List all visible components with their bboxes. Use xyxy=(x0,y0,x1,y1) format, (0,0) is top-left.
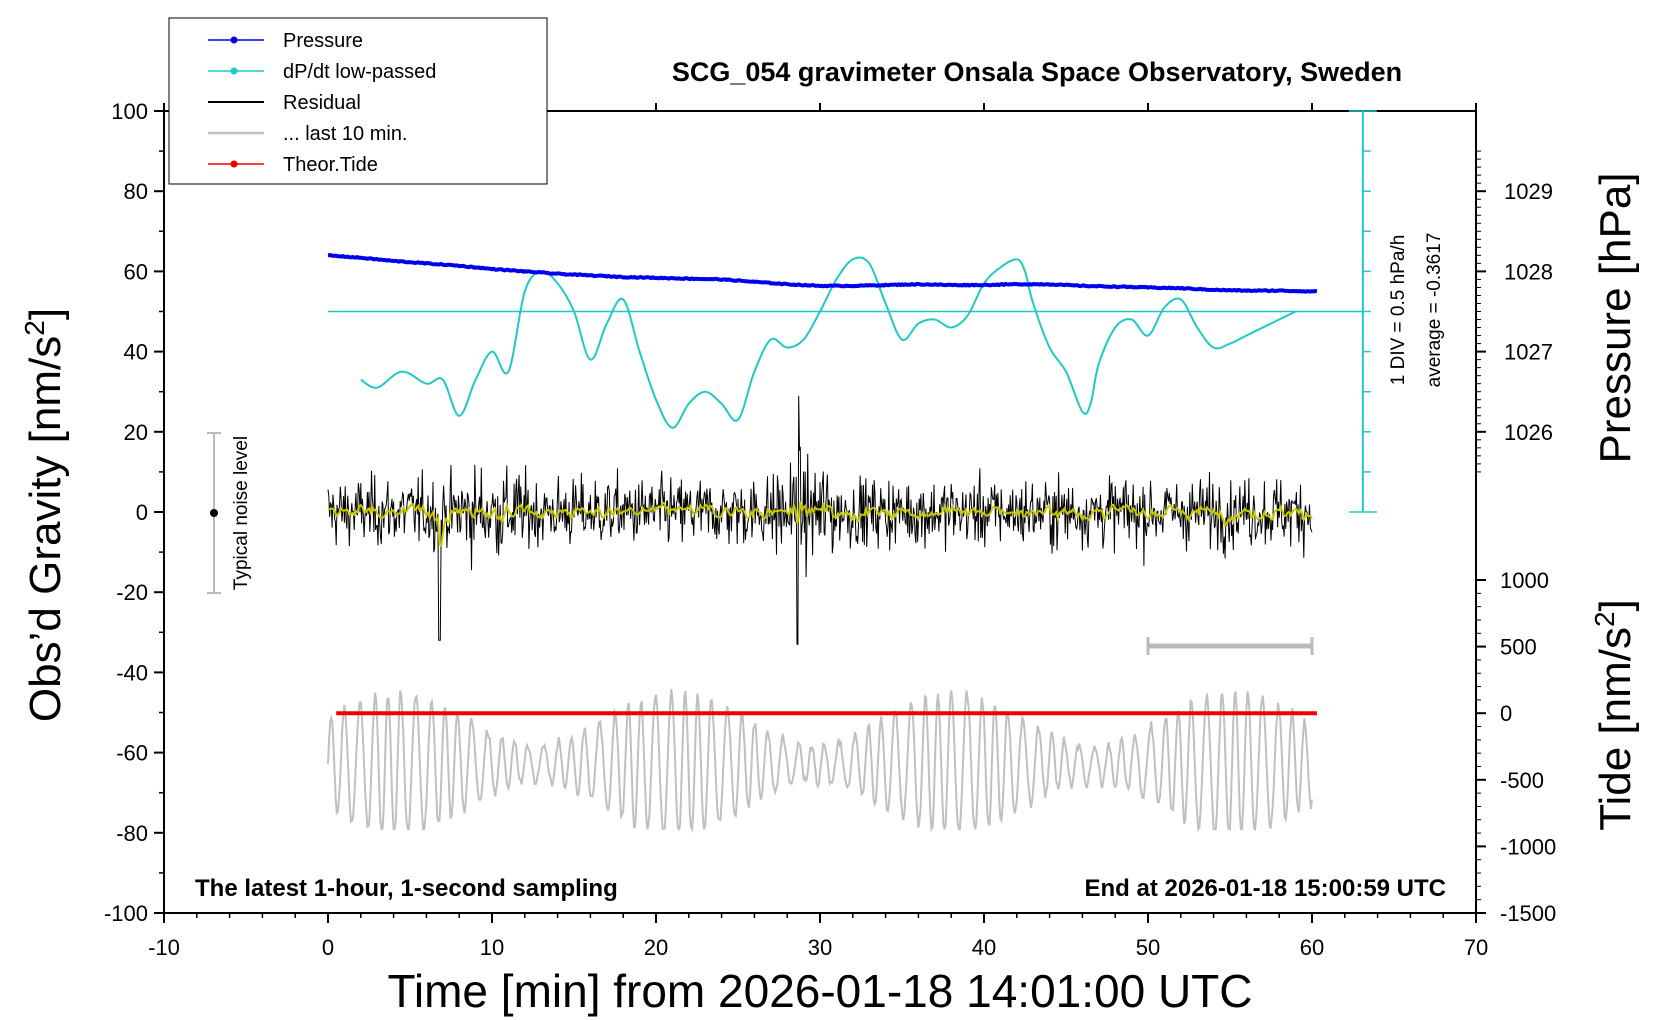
dpdt-scale-label: 1 DIV = 0.5 hPa/h xyxy=(1388,235,1409,386)
tide-tick-label: -500 xyxy=(1500,768,1544,793)
legend-item-last10: ... last 10 min. xyxy=(208,123,408,145)
pressure-line xyxy=(327,253,1318,294)
pressure-tick-label: 1028 xyxy=(1504,259,1553,284)
last-10-min-series xyxy=(327,689,1313,833)
tide-tick-label: 0 xyxy=(1500,701,1512,726)
tide-axis: 1000 500 0 -500 -1000 -1500 xyxy=(1476,568,1556,926)
y-axis-title-pressure: Pressure [hPa] xyxy=(1591,172,1640,463)
svg-text:Theor.Tide: Theor.Tide xyxy=(283,154,378,176)
legend: Pressure dP/dt low-passed Residual ... l… xyxy=(168,17,548,185)
pressure-tick-label: 1026 xyxy=(1504,420,1553,445)
dpdt-average-label: average = -0.3617 xyxy=(1424,233,1445,388)
x-tick-label: 70 xyxy=(1464,935,1488,960)
y-tick-label: -100 xyxy=(104,901,148,926)
chart-title: SCG_054 gravimeter Onsala Space Observat… xyxy=(672,57,1402,87)
y-axis-left: 100 80 60 40 20 0 -20 -40 -60 -80 -100 xyxy=(104,99,164,926)
y-tick-label: -20 xyxy=(116,580,148,605)
legend-item-dpdt: dP/dt low-passed xyxy=(208,61,436,83)
pressure-axis: 1029 1028 1027 1026 xyxy=(1476,150,1553,473)
y-tick-label: 40 xyxy=(124,340,148,365)
x-tick-label: -10 xyxy=(148,935,180,960)
pressure-tick-label: 1027 xyxy=(1504,340,1553,365)
residual-smoothed-line xyxy=(328,501,1313,548)
last-10-min-line xyxy=(327,689,1313,833)
residual-smoothed-series xyxy=(328,501,1313,548)
tide-tick-label: 500 xyxy=(1500,635,1537,660)
tide-tick-label: 1000 xyxy=(1500,568,1549,593)
x-tick-label: 10 xyxy=(480,935,504,960)
tide-tick-label: -1000 xyxy=(1500,834,1556,859)
legend-item-residual: Residual xyxy=(208,92,361,114)
x-tick-label: 30 xyxy=(808,935,832,960)
x-tick-label: 20 xyxy=(644,935,668,960)
y-tick-label: 60 xyxy=(124,259,148,284)
dpdt-line xyxy=(360,256,1297,429)
residual-line xyxy=(327,395,1313,645)
pressure-tick-label: 1029 xyxy=(1504,179,1553,204)
x-axis: -10 0 10 20 30 40 50 60 70 xyxy=(148,103,1488,960)
y-tick-label: -60 xyxy=(116,741,148,766)
noise-level-label: Typical noise level xyxy=(231,436,252,590)
y-axis-title-tide: Tide [nm/s2] xyxy=(1589,599,1640,831)
y-tick-label: 0 xyxy=(136,500,148,525)
y-tick-label: -80 xyxy=(116,821,148,846)
dpdt-scale-bar xyxy=(328,110,1377,513)
legend-item-pressure: Pressure xyxy=(208,30,363,52)
svg-text:dP/dt low-passed: dP/dt low-passed xyxy=(283,61,436,83)
svg-text:Pressure: Pressure xyxy=(283,30,363,52)
x-tick-label: 40 xyxy=(972,935,996,960)
ten-minute-marker xyxy=(1146,637,1314,655)
noise-level-bar xyxy=(207,432,221,594)
y-tick-label: 80 xyxy=(124,179,148,204)
y-axis-title-left: Obs’d Gravity [nm/s2] xyxy=(19,308,70,722)
residual-series xyxy=(327,395,1313,645)
tide-tick-label: -1500 xyxy=(1500,901,1556,926)
x-tick-label: 0 xyxy=(322,935,334,960)
x-axis-title: Time [min] from 2026-01-18 14:01:00 UTC xyxy=(388,965,1253,1017)
x-tick-label: 60 xyxy=(1300,935,1324,960)
y-tick-label: 20 xyxy=(124,420,148,445)
footer-left: The latest 1-hour, 1-second sampling xyxy=(195,875,618,902)
dpdt-series xyxy=(360,256,1297,429)
y-tick-label: -40 xyxy=(116,660,148,685)
svg-text:Residual: Residual xyxy=(283,92,361,114)
legend-item-tide: Theor.Tide xyxy=(208,154,378,176)
x-tick-label: 50 xyxy=(1136,935,1160,960)
pressure-series xyxy=(327,253,1318,294)
y-tick-label: 100 xyxy=(111,99,148,124)
svg-text:... last 10 min.: ... last 10 min. xyxy=(283,123,408,145)
footer-right: End at 2026-01-18 15:00:59 UTC xyxy=(1085,875,1447,902)
